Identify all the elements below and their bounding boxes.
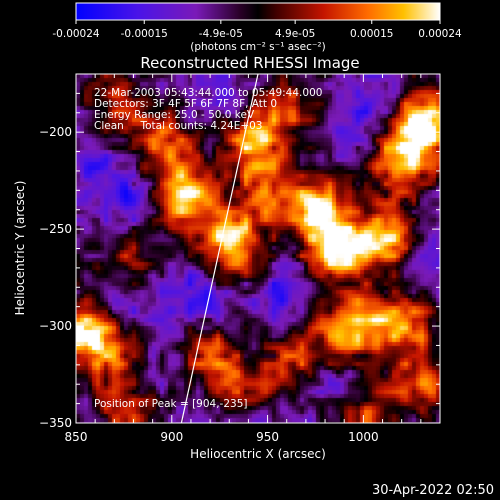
solar-limb-line bbox=[180, 74, 259, 423]
colorbar-tick-label: -0.00024 bbox=[52, 28, 100, 40]
x-tick-label: 850 bbox=[65, 430, 88, 444]
x-tick-label: 1000 bbox=[348, 430, 379, 444]
chart-title: Reconstructed RHESSI Image bbox=[140, 54, 359, 72]
colorbar-tick: 0.00015 bbox=[350, 20, 393, 40]
y-tick-label: −350 bbox=[39, 416, 72, 430]
colorbar-tick-label: 0.00015 bbox=[350, 28, 393, 40]
peak-position-label: Position of Peak = [904,-235] bbox=[94, 398, 248, 410]
colorbar-tick: -0.00024 bbox=[52, 20, 100, 40]
colorbar-tick-label: -0.00015 bbox=[121, 28, 168, 40]
image-plot-area: 850 900 950 1000 −200 −250 −300 −350 22-Mar-200… bbox=[39, 73, 441, 444]
axis-ticks: 850 900 950 1000 −200 −250 −300 −350 bbox=[39, 73, 441, 444]
x-tick-label: 950 bbox=[256, 430, 279, 444]
y-axis-label: Heliocentric Y (arcsec) bbox=[13, 181, 27, 316]
colorbar-tick-label: 0.00024 bbox=[418, 28, 462, 40]
colorbar-tick: -0.00015 bbox=[121, 20, 168, 40]
colorbar-tick: 4.9e-05 bbox=[275, 20, 315, 40]
y-tick-label: −200 bbox=[39, 125, 72, 139]
render-timestamp: 30-Apr-2022 02:50 bbox=[372, 483, 494, 498]
annotation-clean-counts: Clean Total counts: 4.24E+03 bbox=[94, 120, 263, 132]
colorbar-gradient bbox=[75, 2, 441, 21]
x-tick-label: 900 bbox=[160, 430, 183, 444]
colorbar-tick-label: -4.9e-05 bbox=[199, 28, 243, 40]
y-tick-label: −250 bbox=[39, 222, 72, 236]
y-tick-label: −300 bbox=[39, 319, 72, 333]
colorbar: -0.00024 -0.00015 -4.9e-05 4.9e-05 0.00015 0.… bbox=[52, 2, 462, 53]
colorbar-tick: -4.9e-05 bbox=[199, 20, 243, 40]
colorbar-unit-label: (photons cm⁻² s⁻¹ asec⁻²) bbox=[190, 41, 325, 53]
x-axis-label: Heliocentric X (arcsec) bbox=[190, 447, 326, 461]
colorbar-tick: 0.00024 bbox=[418, 20, 462, 40]
annotation-detectors: Detectors: 3F 4F 5F 6F 7F 8F, Att 0 bbox=[94, 98, 277, 110]
colorbar-tick-label: 4.9e-05 bbox=[275, 28, 315, 40]
annotation-energy-range: Energy Range: 25.0 - 50.0 keV bbox=[94, 109, 255, 121]
annotation-time-range: 22-Mar-2003 05:43:44.000 to 05:49:44.000 bbox=[94, 87, 322, 99]
colorbar-ticks: -0.00024 -0.00015 -4.9e-05 4.9e-05 0.00015 0.… bbox=[52, 20, 462, 40]
